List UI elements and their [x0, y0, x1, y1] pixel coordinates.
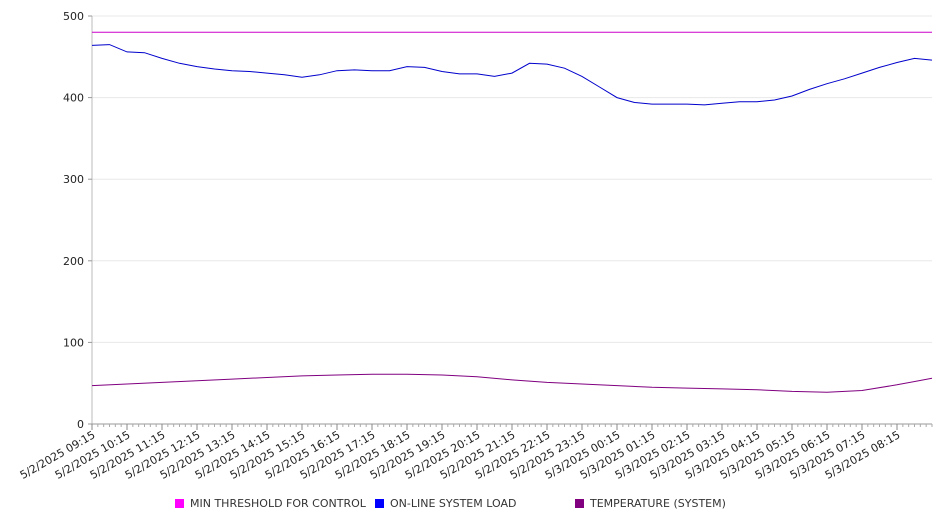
legend: MIN THRESHOLD FOR CONTROL ON-LINE SYSTEM… [0, 497, 946, 513]
y-tick-label: 0 [77, 418, 84, 431]
legend-swatch-min-threshold [175, 499, 184, 508]
legend-label-system-load: ON-LINE SYSTEM LOAD [390, 497, 517, 510]
legend-swatch-system-load [375, 499, 384, 508]
legend-item-system-load[interactable]: ON-LINE SYSTEM LOAD [375, 497, 516, 510]
series-line-1 [91, 44, 933, 106]
legend-swatch-temperature [575, 499, 584, 508]
y-axis-ticks: 0 100 200 300 400 500 [63, 10, 92, 431]
series-line-2 [91, 373, 933, 393]
y-tick-label: 400 [63, 92, 84, 105]
axes [91, 16, 932, 425]
y-tick-label: 500 [63, 10, 84, 23]
x-axis-ticks: 5/2/2025 09:155/2/2025 10:155/2/2025 11:… [18, 424, 933, 482]
y-tick-label: 300 [63, 173, 84, 186]
legend-label-temperature: TEMPERATURE (SYSTEM) [590, 497, 726, 510]
legend-label-min-threshold: MIN THRESHOLD FOR CONTROL [190, 497, 366, 510]
y-tick-label: 100 [63, 336, 84, 349]
legend-item-temperature[interactable]: TEMPERATURE (SYSTEM) [575, 497, 726, 510]
legend-item-min-threshold[interactable]: MIN THRESHOLD FOR CONTROL [175, 497, 366, 510]
gridlines [92, 15, 932, 343]
series-lines [91, 31, 933, 393]
y-tick-label: 200 [63, 255, 84, 268]
